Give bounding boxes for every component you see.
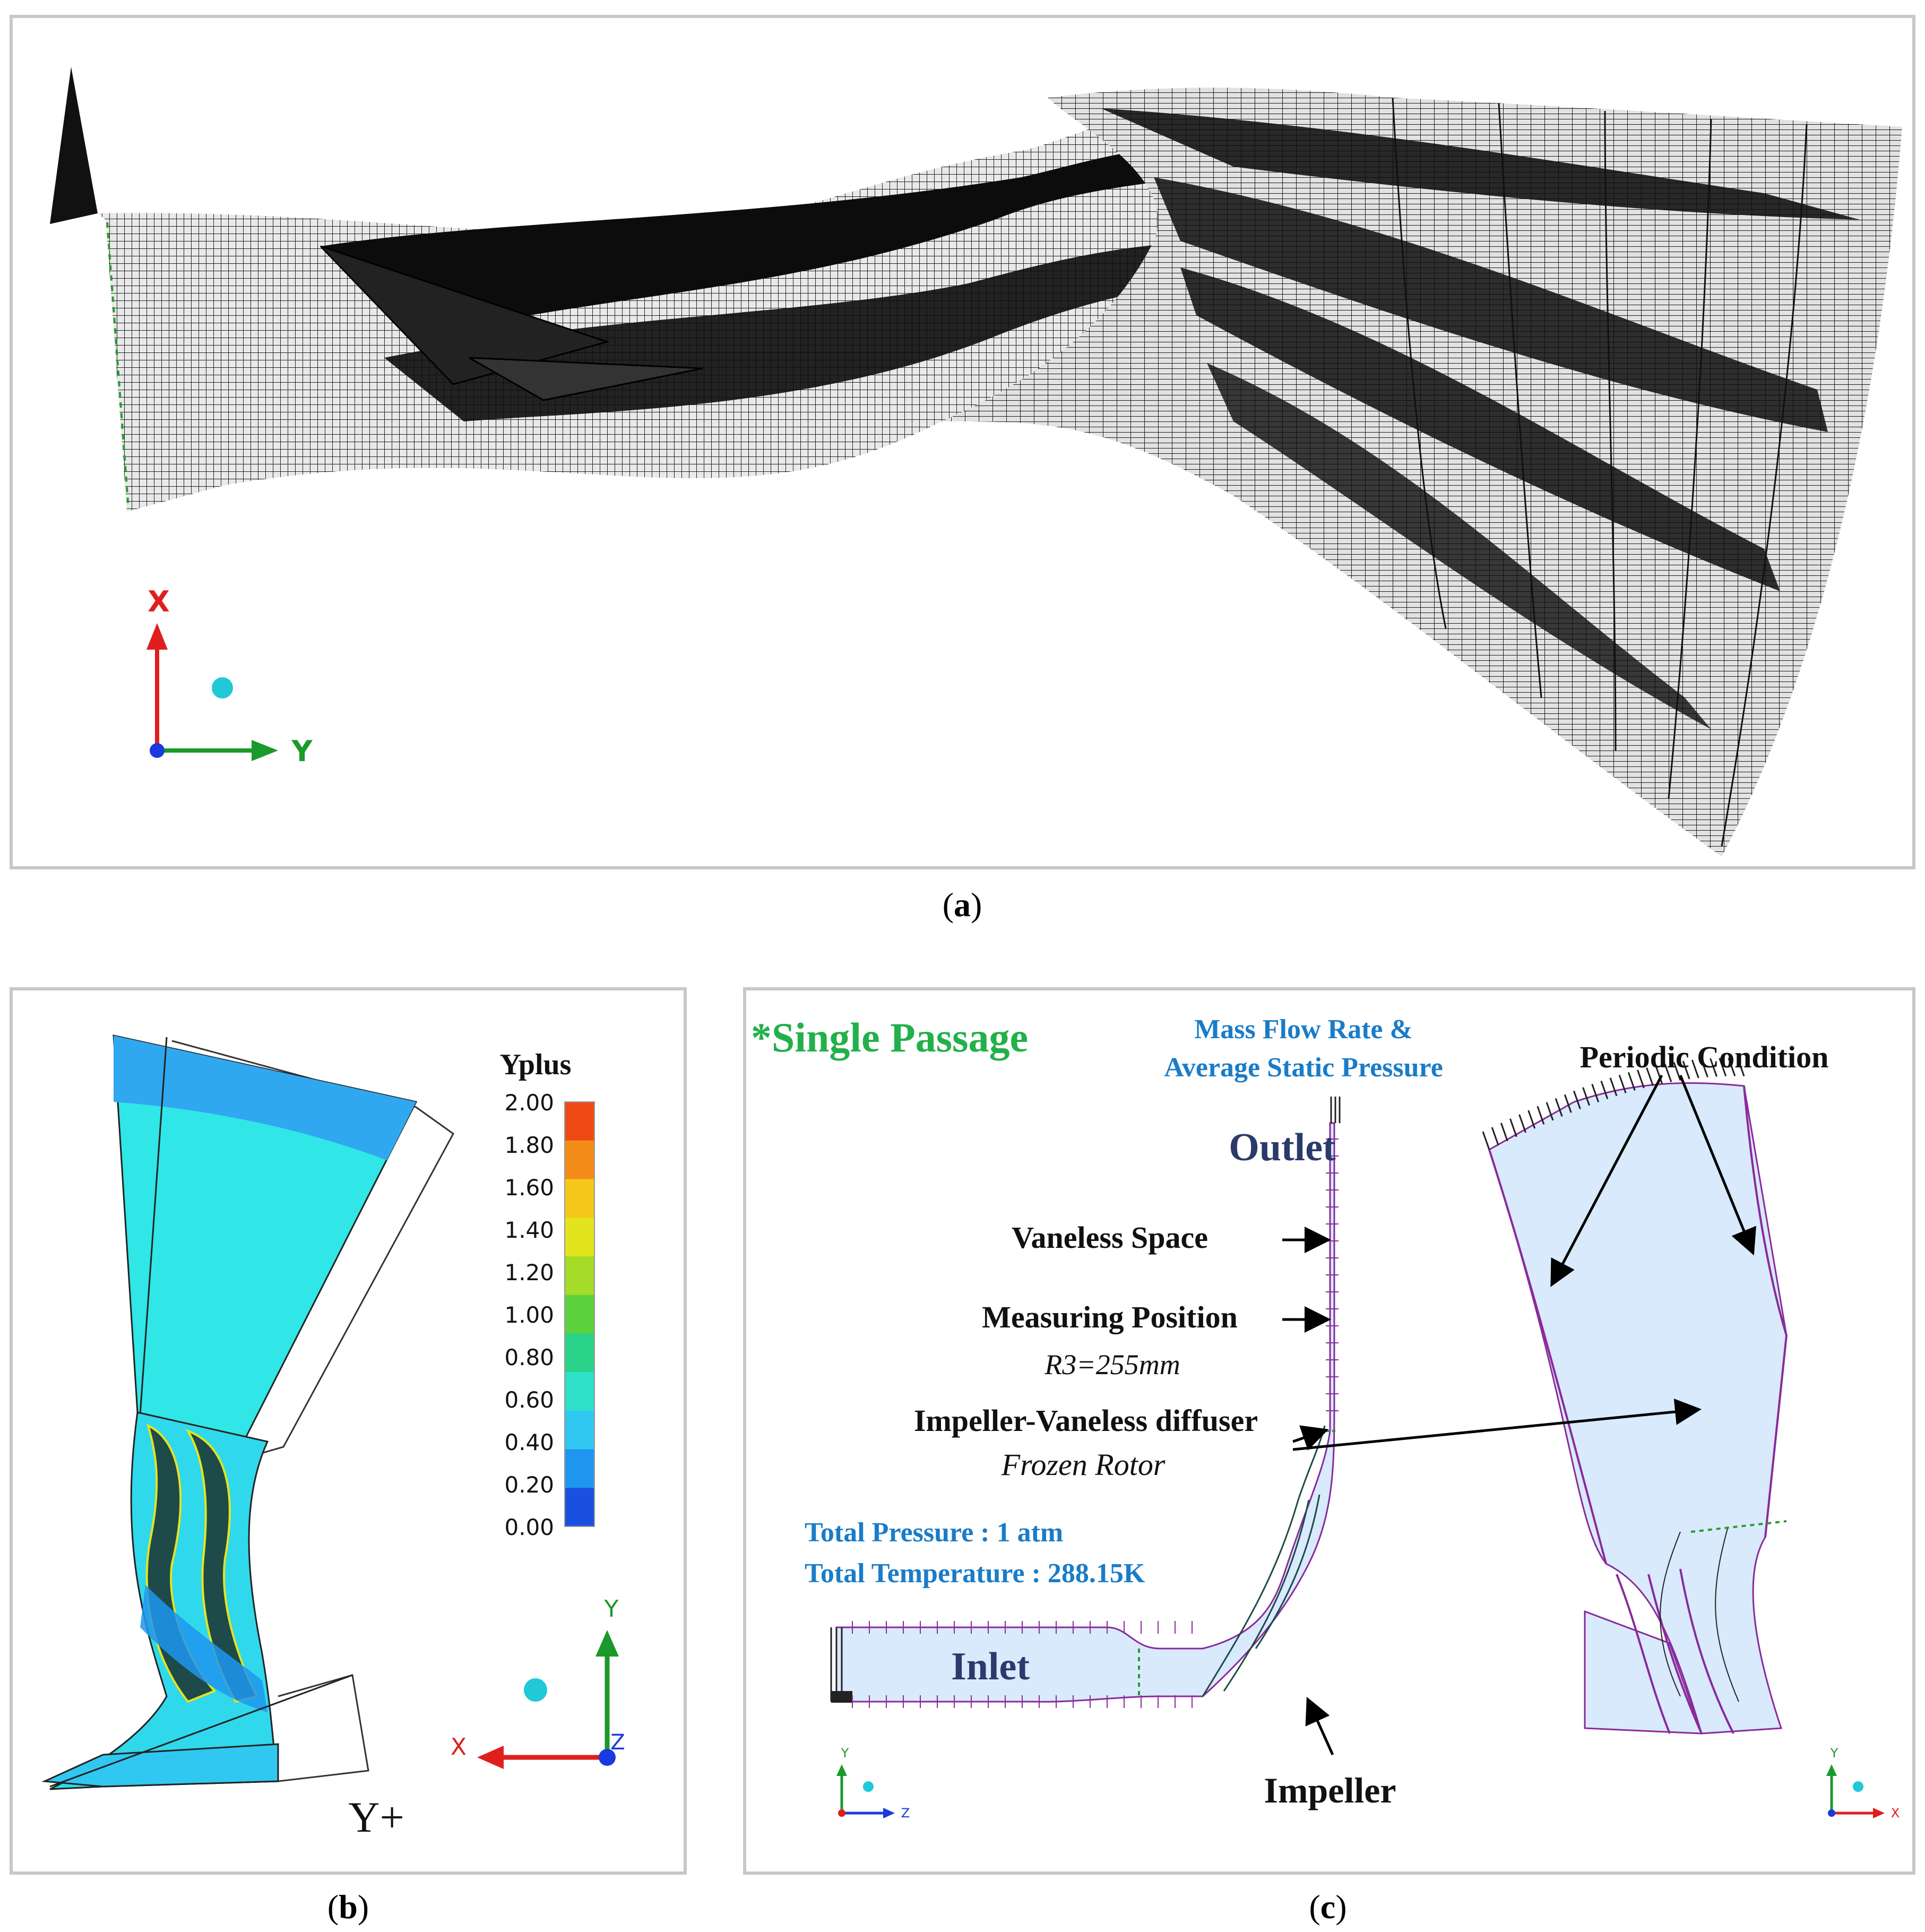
legend-swatch [565,1410,594,1450]
legend-color-bar [564,1101,595,1527]
outlet-bc-line2: Average Static Pressure [1164,1053,1443,1083]
legend-tick-labels: 2.00 1.80 1.60 1.40 1.20 1.00 0.80 0.60 0.40 0.20… [504,1090,554,1540]
measuring-label: Measuring Position [982,1300,1238,1334]
legend-tick-label: 1.80 [504,1132,554,1158]
streak-1 [1101,108,1860,220]
frozen-label: Frozen Rotor [1001,1447,1166,1482]
legend-tick-label: 1.20 [504,1260,554,1286]
streak-2 [1154,177,1828,432]
outlet-bc-line1: Mass Flow Rate & [1194,1014,1413,1045]
axis-y-c-right: Y [1830,1746,1838,1761]
legend-swatch [565,1295,594,1334]
panel-c: *Single Passage Mass Flow Rate & Average… [743,987,1915,1875]
blade-band-1 [321,145,1196,337]
vaneless-label: Vaneless Space [1012,1220,1208,1255]
axis-z-label-b: Z [610,1730,625,1755]
meridional-boundary-ticks [852,1138,1339,1708]
legend-swatch [565,1449,594,1489]
r3-label: R3=255mm [1044,1349,1180,1381]
streak-4 [1207,363,1711,729]
streak-3 [1180,268,1780,591]
legend-title: Yplus [500,1048,572,1081]
legend-tick-label: 1.00 [504,1302,554,1328]
periodic-label: Periodic Condition [1580,1040,1829,1074]
diffuser-top-band [114,1036,416,1160]
total-pressure-label: Total Pressure : 1 atm [805,1517,1063,1548]
panel-b: Yplus 2.00 1.80 1.60 1.40 1.20 1.00 0.80 0.60 0.… [10,987,687,1875]
caption-a: (a) [942,886,982,924]
inlet-label: Inlet [951,1645,1030,1688]
legend-swatch [565,1372,594,1411]
meridional-domain [835,1122,1335,1703]
axis-z-c-left: Z [901,1806,910,1821]
legend-tick-label: 1.60 [504,1175,554,1201]
legend-tick-label: 0.60 [504,1387,554,1413]
impeller-meridional-blades [1202,1425,1326,1697]
axis-y-label: Y [291,735,313,768]
caption-c: (c) [1309,1888,1347,1926]
legend-swatch [565,1140,594,1180]
inlet-wedge [50,67,98,224]
panel-a: X Y [10,15,1915,869]
outlet-label: Outlet [1229,1126,1336,1169]
axis-triad-c-left: Y Z [836,1746,910,1821]
yplus-label: Y+ [348,1793,404,1841]
axis-x-label: X [148,585,170,618]
periodic-blades [1660,1526,1739,1702]
legend-tick-label: 0.20 [504,1472,554,1498]
inlet-hatch [830,1627,843,1702]
legend-tick-label: 1.40 [504,1217,554,1243]
legend-swatch [565,1333,594,1373]
radial-lines [1392,97,1808,847]
axis-x-label-b: X [451,1733,467,1761]
axis-triad-b: Y X Z [451,1595,625,1769]
legend-tick-label: 0.80 [504,1344,554,1370]
axis-triad-a: X Y [146,585,313,768]
legend-tick-label: 0.00 [504,1514,554,1540]
interface-label: Impeller-Vaneless diffuser [914,1403,1258,1438]
blade-2 [469,357,703,401]
caption-b: (b) [327,1888,369,1926]
boundary-conditions-view: *Single Passage Mass Flow Rate & Average… [751,1014,1900,1821]
single-passage-title: *Single Passage [751,1014,1028,1060]
axis-x-c-right: X [1891,1806,1900,1821]
legend-tick-label: 0.40 [504,1429,554,1455]
yplus-contour-view: Yplus 2.00 1.80 1.60 1.40 1.20 1.00 0.80 0.60 0.… [41,1034,625,1841]
legend-frame [564,1101,595,1527]
axis-y-c-left: Y [841,1746,849,1761]
legend-swatch [565,1218,594,1257]
total-temperature-label: Total Temperature : 288.15K [805,1558,1145,1589]
impeller-hub-band [140,1585,267,1712]
axis-y-label-b: Y [604,1595,619,1623]
yplus-legend: Yplus 2.00 1.80 1.60 1.40 1.20 1.00 0.80 0.60 0.… [500,1048,595,1540]
legend-swatch [565,1488,594,1527]
outlet-arc-hatch [1482,1057,1745,1150]
axis-triad-c-right: Y X [1826,1746,1900,1821]
legend-swatch [565,1179,594,1219]
impeller-label: Impeller [1264,1770,1396,1810]
periodic-edges [1488,1085,1788,1734]
legend-swatch [565,1102,594,1141]
outlet-arrows [1330,1097,1341,1123]
mesh-view: X Y [50,67,1902,857]
legend-swatch [565,1256,594,1296]
periodic-passage [1488,1082,1788,1735]
leader-arrows [1282,1074,1756,1756]
legend-tick-label: 2.00 [504,1090,554,1116]
